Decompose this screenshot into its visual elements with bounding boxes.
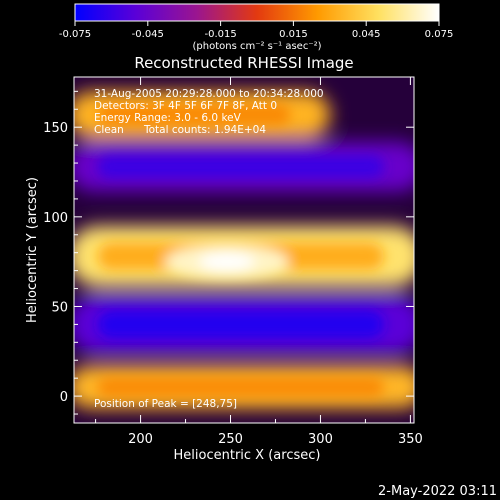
colorbar-tick-label: -0.075 xyxy=(59,29,91,40)
annotation-time-range: 31-Aug-2005 20:29:28.000 to 20:34:28.000 xyxy=(94,88,324,100)
colorbar-tick-label: 0.075 xyxy=(425,29,454,40)
plot-area xyxy=(74,77,414,423)
timestamp: 2-May-2022 03:11 xyxy=(378,484,497,499)
colorbar-unit-label: (photons cm⁻² s⁻¹ asec⁻²) xyxy=(192,41,321,52)
x-tick-label: 250 xyxy=(218,432,243,447)
x-tick-label: 300 xyxy=(308,432,333,447)
y-axis-label: Heliocentric Y (arcsec) xyxy=(25,177,40,323)
colorbar xyxy=(74,3,440,22)
y-tick-label: 150 xyxy=(43,121,68,136)
heatmap-band-core-1 xyxy=(97,104,291,126)
colorbar-tick-label: -0.015 xyxy=(204,29,236,40)
annotation-detectors: Detectors: 3F 4F 5F 6F 7F 8F, Att 0 xyxy=(94,100,277,112)
plot-frame xyxy=(73,76,415,424)
y-tick-label: 50 xyxy=(51,300,68,315)
axes: 200 250 300 350 0 50 100 150 xyxy=(43,77,423,447)
y-tick-label: 0 xyxy=(60,390,68,405)
colorbar-ticks: -0.075 -0.045 -0.015 0.015 0.045 0.075 xyxy=(59,21,453,40)
peak-hotspot xyxy=(198,252,255,271)
annotation-total-counts: Total counts: 1.94E+04 xyxy=(143,124,266,136)
heatmap-band-core-2 xyxy=(97,155,384,178)
chart-title: Reconstructed RHESSI Image xyxy=(134,54,353,72)
heatmap-band-core-4 xyxy=(97,310,384,339)
y-tick-label: 100 xyxy=(43,211,68,226)
peak-position-label: Position of Peak = [248,75] xyxy=(94,398,237,410)
colorbar-tick-label: -0.045 xyxy=(132,29,164,40)
colorbar-tick-label: 0.015 xyxy=(279,29,308,40)
annotation-clean: Clean xyxy=(94,124,124,136)
heatmap-cores xyxy=(97,104,384,397)
colorbar-tick-label: 0.045 xyxy=(352,29,381,40)
x-axis-label: Heliocentric X (arcsec) xyxy=(174,448,321,463)
x-tick-label: 350 xyxy=(398,432,423,447)
x-tick-label: 200 xyxy=(128,432,153,447)
heatmap-band-core-5 xyxy=(97,377,384,397)
annotation-energy-range: Energy Range: 3.0 - 6.0 keV xyxy=(94,112,242,124)
